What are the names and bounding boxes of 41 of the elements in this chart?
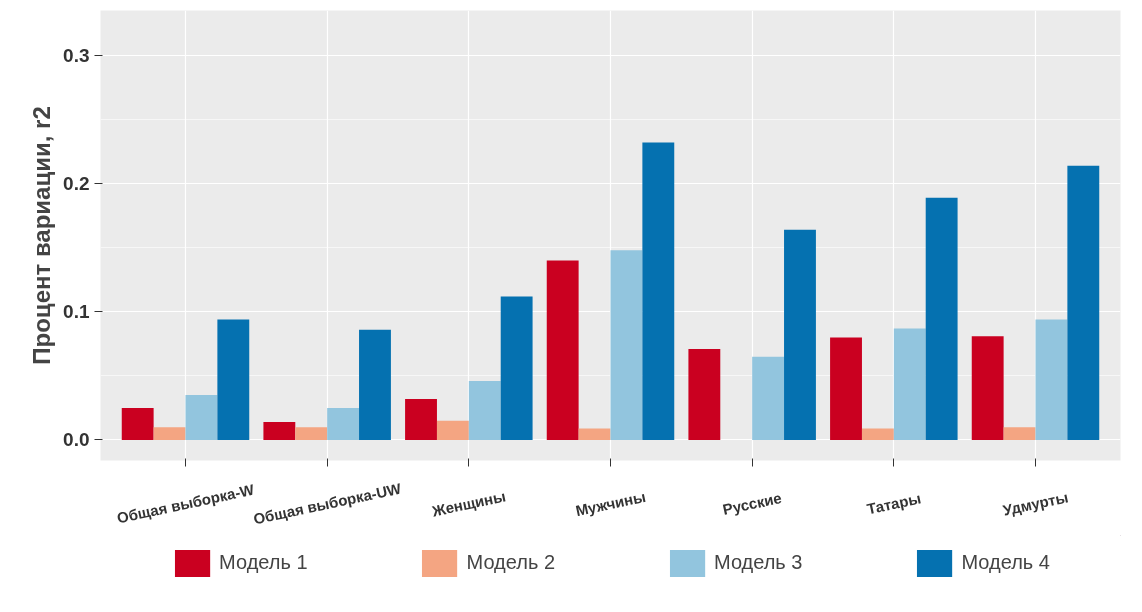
bar	[546, 260, 579, 440]
bar	[359, 329, 391, 440]
bar	[610, 250, 643, 440]
bar	[295, 427, 328, 440]
bar	[971, 336, 1004, 440]
x-tick-label: Удмурты	[1001, 488, 1070, 519]
bar	[263, 422, 296, 440]
bar	[784, 229, 816, 440]
bar	[752, 356, 785, 440]
bar	[153, 427, 186, 440]
legend-label: Модель 1	[219, 551, 308, 574]
bar	[405, 398, 437, 440]
bar	[861, 428, 894, 440]
bar	[642, 142, 675, 440]
x-tick-label: Мужчины	[573, 487, 648, 520]
x-tick-label: Татары	[865, 489, 923, 518]
bar	[688, 348, 721, 440]
bar	[327, 407, 360, 440]
bar	[500, 296, 533, 440]
x-tick-label: Русские	[721, 488, 784, 519]
bar	[1035, 319, 1068, 440]
y-tick-label: 0.1	[63, 301, 90, 323]
bar	[217, 319, 250, 440]
legend-label: Модель 4	[961, 551, 1050, 574]
bar	[436, 420, 469, 440]
bar	[121, 407, 154, 440]
bar	[185, 395, 218, 440]
bar	[830, 337, 862, 440]
y-tick-label: 0.3	[63, 44, 90, 66]
y-tick-label: 0.0	[63, 429, 90, 451]
legend-label: Модель 3	[714, 551, 803, 574]
y-tick-label: 0.2	[63, 173, 90, 195]
y-axis-title: Процент вариации, r2	[28, 106, 56, 365]
bar	[925, 197, 958, 440]
bar	[1067, 165, 1100, 440]
bar	[578, 428, 611, 440]
bar	[893, 328, 926, 440]
x-tick-label: Женщины	[429, 487, 508, 520]
bar	[468, 381, 501, 440]
legend-label: Модель 2	[466, 551, 555, 574]
bar	[1003, 427, 1036, 440]
